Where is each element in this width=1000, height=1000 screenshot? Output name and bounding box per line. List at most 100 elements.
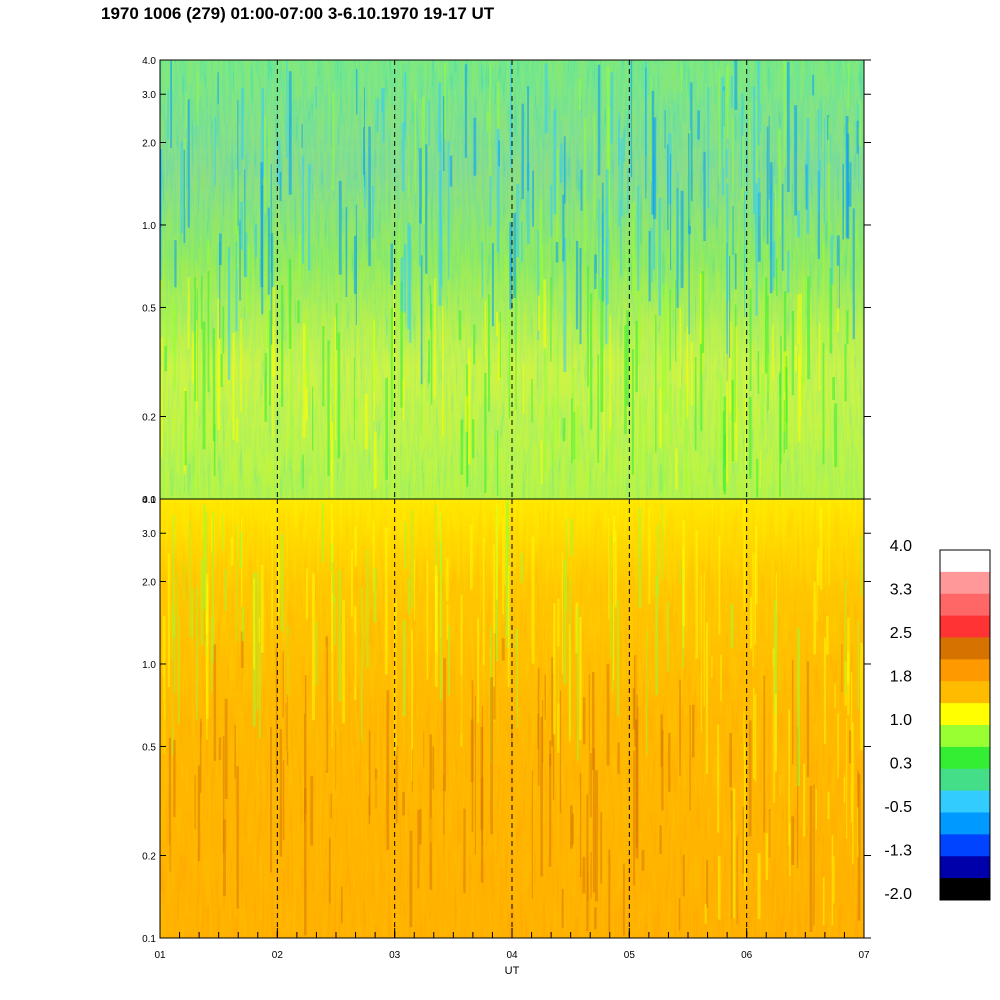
texture-streak [222, 735, 225, 854]
texture-streak [675, 279, 677, 362]
texture-streak [761, 372, 764, 430]
texture-streak [450, 644, 452, 707]
texture-streak [212, 328, 216, 442]
texture-streak [216, 656, 219, 787]
texture-streak [552, 397, 556, 468]
texture-streak [235, 524, 238, 642]
texture-streak [355, 204, 357, 326]
y-tick-label: 0.1 [142, 934, 156, 945]
texture-streak [853, 715, 856, 797]
texture-streak [789, 823, 791, 876]
texture-streak [799, 293, 802, 417]
colorbar-label: 3.3 [890, 582, 912, 599]
texture-streak [748, 640, 750, 713]
texture-streak [797, 294, 800, 344]
texture-streak [364, 87, 365, 187]
texture-streak [758, 178, 761, 217]
texture-streak [381, 87, 384, 113]
texture-streak [189, 520, 191, 637]
texture-streak [344, 665, 348, 779]
texture-streak [404, 244, 407, 313]
texture-streak [556, 339, 559, 444]
texture-streak [451, 669, 453, 782]
y-tick-label: 1.0 [142, 221, 156, 232]
texture-streak [699, 343, 703, 432]
texture-streak [856, 229, 858, 259]
texture-streak [779, 373, 781, 497]
texture-streak [516, 628, 518, 728]
texture-streak [411, 749, 413, 793]
texture-streak [482, 537, 485, 666]
y-tick-label: 4.0 [142, 495, 156, 506]
texture-streak [331, 593, 334, 749]
texture-streak [213, 644, 217, 761]
texture-streak [474, 696, 476, 855]
texture-streak [815, 789, 817, 830]
texture-streak [549, 740, 552, 767]
texture-streak [775, 184, 777, 219]
texture-streak [163, 701, 164, 826]
texture-streak [595, 721, 598, 771]
y-tick-label: 0.1 [142, 495, 156, 506]
texture-streak [847, 63, 850, 108]
texture-streak [817, 109, 820, 213]
texture-streak [679, 390, 682, 429]
texture-streak [689, 704, 691, 811]
colorbar-swatch [940, 615, 990, 638]
texture-streak [563, 238, 567, 373]
texture-streak [504, 255, 507, 286]
texture-streak [669, 289, 671, 371]
texture-streak [420, 255, 423, 385]
texture-streak [412, 741, 415, 813]
texture-streak [292, 708, 294, 807]
colorbar-swatch [940, 637, 990, 660]
texture-streak [576, 405, 580, 461]
texture-streak [257, 764, 259, 803]
texture-streak [304, 788, 307, 936]
texture-streak [719, 374, 723, 459]
texture-streak [635, 707, 639, 859]
texture-streak [259, 579, 261, 739]
texture-streak [637, 185, 640, 291]
colorbar-label: 2.5 [890, 625, 912, 642]
texture-streak [258, 617, 261, 643]
texture-streak [765, 833, 769, 880]
texture-streak [743, 744, 746, 890]
texture-streak [472, 857, 474, 927]
texture-streak [489, 176, 492, 226]
texture-streak [193, 391, 196, 499]
texture-streak [332, 91, 335, 191]
texture-streak [781, 183, 784, 271]
texture-streak [221, 514, 224, 551]
texture-streak [354, 235, 357, 294]
texture-streak [423, 667, 427, 782]
texture-streak [858, 101, 861, 146]
texture-streak [598, 670, 600, 737]
texture-streak [393, 863, 397, 886]
texture-streak [224, 569, 227, 611]
texture-streak [337, 332, 341, 459]
texture-streak [267, 207, 270, 295]
texture-streak [827, 791, 830, 819]
texture-streak [588, 674, 590, 796]
texture-streak [460, 674, 464, 734]
texture-streak [281, 285, 284, 407]
texture-streak [254, 223, 258, 258]
texture-streak [414, 89, 417, 194]
colorbar-swatch [940, 659, 990, 682]
texture-streak [430, 285, 432, 330]
texture-streak [746, 116, 748, 199]
texture-streak [544, 349, 547, 473]
texture-streak [527, 162, 530, 245]
texture-streak [297, 300, 300, 324]
texture-streak [363, 675, 367, 790]
texture-streak [419, 208, 421, 267]
texture-streak [239, 220, 241, 301]
texture-streak [680, 190, 684, 288]
texture-streak [669, 383, 672, 445]
texture-streak [371, 186, 375, 239]
texture-streak [421, 781, 424, 910]
texture-streak [327, 340, 330, 476]
texture-streak [173, 303, 177, 391]
texture-streak [532, 170, 534, 227]
